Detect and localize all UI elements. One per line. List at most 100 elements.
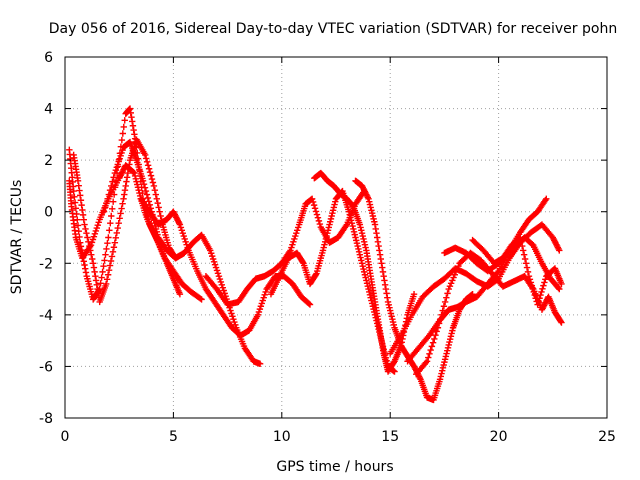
data-point: [355, 248, 363, 256]
data-point: [97, 280, 104, 287]
data-point: [179, 230, 186, 237]
data-point: [327, 218, 334, 225]
data-point: [423, 358, 431, 365]
data-point: [443, 350, 450, 357]
data-point: [119, 146, 126, 154]
data-point: [347, 217, 355, 224]
data-point: [386, 304, 393, 311]
data-point: [422, 359, 430, 366]
data-point: [104, 271, 112, 278]
data-point: [373, 230, 380, 237]
data-point: [555, 245, 562, 253]
data-point: [107, 219, 114, 227]
data-point: [352, 234, 359, 241]
data-point: [77, 197, 85, 204]
plot-frame: [64, 56, 608, 419]
data-point: [106, 262, 114, 269]
data-point: [367, 294, 374, 301]
data-point: [363, 277, 370, 284]
data-point: [428, 343, 436, 350]
data-point: [148, 175, 156, 183]
data-point: [134, 181, 141, 188]
data-point: [126, 105, 134, 112]
data-point: [292, 232, 299, 240]
data-point: [315, 217, 323, 225]
data-point: [444, 347, 451, 354]
data-point: [105, 266, 113, 274]
data-point: [287, 247, 294, 254]
data-point: [211, 261, 219, 268]
data-point: [376, 247, 383, 254]
data-point: [356, 221, 364, 228]
x-tick-label: 5: [169, 429, 178, 445]
data-point: [210, 258, 218, 266]
data-point: [118, 149, 125, 157]
data-point: [215, 272, 223, 280]
data-point: [528, 282, 536, 289]
data-point: [434, 324, 442, 331]
data-point: [90, 233, 98, 240]
data-point: [327, 215, 335, 223]
series-arc-14: [469, 234, 565, 308]
data-point: [308, 195, 316, 203]
data-point: [86, 242, 93, 250]
data-point: [87, 247, 94, 254]
data-point: [541, 279, 548, 286]
data-point: [128, 113, 135, 121]
data-point: [76, 192, 84, 199]
y-tick-label: 2: [44, 153, 53, 169]
data-point: [311, 205, 319, 212]
data-point: [129, 118, 136, 125]
data-point: [353, 240, 361, 247]
data-point: [384, 294, 391, 301]
data-point: [523, 264, 531, 271]
data-point: [143, 191, 151, 198]
data-point: [74, 177, 82, 184]
data-point: [93, 224, 100, 232]
data-point: [121, 117, 128, 124]
data-point: [324, 230, 331, 237]
data-point: [359, 262, 366, 270]
data-point: [433, 328, 440, 335]
data-point: [516, 235, 523, 242]
data-point: [70, 187, 77, 195]
data-point: [102, 280, 110, 288]
data-point: [288, 244, 295, 251]
data-point: [176, 291, 184, 298]
data-point: [312, 271, 319, 278]
data-point: [80, 216, 87, 223]
data-point: [310, 201, 318, 209]
data-point: [254, 311, 262, 319]
data-point: [326, 221, 333, 228]
data-point: [231, 318, 238, 326]
data-point: [368, 207, 375, 214]
data-point: [84, 234, 91, 241]
data-point: [442, 353, 450, 360]
data-point: [124, 169, 132, 177]
data-point: [102, 251, 109, 258]
data-point: [309, 198, 317, 206]
data-point: [410, 291, 418, 298]
data-point: [438, 370, 445, 377]
data-point: [453, 265, 461, 273]
data-point: [347, 214, 354, 221]
data-point: [359, 232, 366, 240]
data-point: [342, 222, 350, 230]
data-point: [373, 234, 381, 241]
data-point: [360, 265, 367, 273]
data-point: [150, 182, 158, 190]
data-point: [145, 198, 153, 205]
data-point: [358, 257, 365, 264]
data-point: [147, 172, 155, 179]
data-point: [98, 274, 105, 281]
data-point: [435, 320, 443, 327]
data-point: [109, 178, 116, 185]
data-point: [357, 224, 364, 231]
data-point: [350, 228, 358, 235]
data-point: [126, 161, 133, 168]
data-point: [437, 373, 444, 380]
data-point: [355, 245, 362, 253]
data-point: [360, 238, 368, 245]
data-point: [381, 277, 388, 284]
data-point: [293, 230, 300, 237]
